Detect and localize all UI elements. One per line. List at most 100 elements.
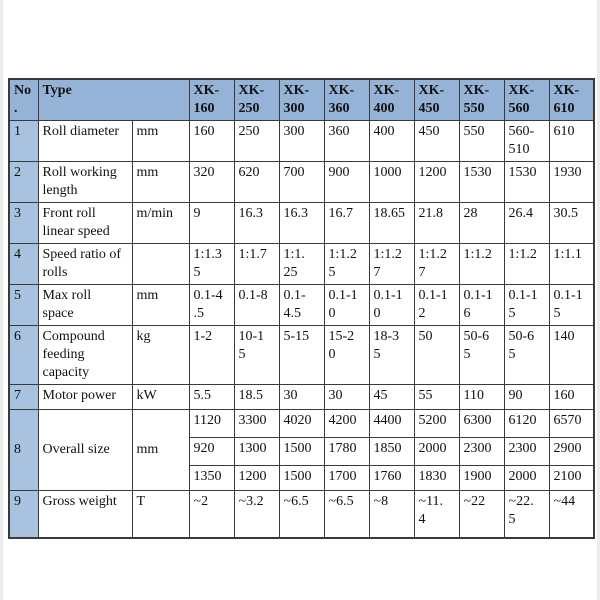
row-number-cell: 7 <box>8 384 39 410</box>
unit-cell: T <box>131 490 190 538</box>
value-cell: 1:1.2 <box>503 243 550 285</box>
value-cell: 1200 <box>233 465 280 491</box>
row-number-cell: 9 <box>8 490 39 538</box>
value-cell: 1:1.7 <box>233 243 280 285</box>
table-row: 5 Max roll space mm 0.1-4 .5 0.1-8 0.1- 4.5 0.… <box>8 284 595 326</box>
table-row: 3 Front roll linear speed m/min 9 16.3 16.3 16… <box>8 202 595 244</box>
row-number-cell: 5 <box>8 284 39 326</box>
row-number-cell: 2 <box>8 161 39 203</box>
value-cell: ~22. 5 <box>503 490 550 538</box>
row-number-cell: 4 <box>8 243 39 285</box>
value-cell: 16.7 <box>323 202 370 244</box>
value-cell: 18.5 <box>233 384 280 410</box>
table-row: 920 1300 1500 1780 1850 2000 2300 2300 2900 <box>9 437 595 466</box>
type-cell: Speed ratio of rolls <box>37 243 133 285</box>
value-cell: 0.1-1 0 <box>323 284 370 326</box>
unit-cell: kW <box>131 384 190 410</box>
unit-cell: mm <box>131 161 190 203</box>
header-model: XK-610 <box>548 78 595 121</box>
page-edge-right <box>597 0 600 600</box>
value-cell: 1500 <box>278 437 325 466</box>
value-cell: 10-1 5 <box>233 325 280 385</box>
value-cell: 920 <box>188 437 235 466</box>
value-cell: 5200 <box>413 409 460 438</box>
value-cell: 250 <box>233 120 280 162</box>
value-cell: 2000 <box>503 465 550 491</box>
value-cell: 620 <box>233 161 280 203</box>
value-cell: 110 <box>458 384 505 410</box>
value-cell: 300 <box>278 120 325 162</box>
spec-table: No. Type XK-160 XK-250 XK-300 XK-360 XK-400 XK-… <box>8 78 595 539</box>
header-no: No. <box>8 78 39 121</box>
value-cell: 320 <box>188 161 235 203</box>
table-header: No. Type XK-160 XK-250 XK-300 XK-360 XK-400 XK-… <box>8 78 595 121</box>
row-number-cell: 6 <box>8 325 39 385</box>
value-cell: 1350 <box>188 465 235 491</box>
value-cell: 0.1-1 6 <box>458 284 505 326</box>
table-row: 9 Gross weight T ~2 ~3.2 ~6.5 ~6.5 ~8 ~11. 4 ~22 ~… <box>8 490 595 538</box>
value-cell: 5-15 <box>278 325 325 385</box>
unit-cell: mm <box>131 120 190 162</box>
unit-cell <box>131 243 190 285</box>
value-cell: 360 <box>323 120 370 162</box>
value-cell: ~3.2 <box>233 490 280 538</box>
value-cell: 0.1-4 .5 <box>188 284 235 326</box>
value-cell: ~11. 4 <box>413 490 460 538</box>
value-cell: 0.1-1 0 <box>368 284 415 326</box>
value-cell: 4200 <box>323 409 370 438</box>
unit-cell: m/min <box>131 202 190 244</box>
value-cell: 1830 <box>413 465 460 491</box>
value-cell: 1530 <box>503 161 550 203</box>
value-cell: 2300 <box>503 437 550 466</box>
unit-cell: mm <box>131 284 190 326</box>
table-body: 1 Roll diameter mm 160 250 300 360 400 450 550 560… <box>8 120 595 538</box>
value-cell: 1:1.1 <box>548 243 595 285</box>
value-cell: ~6.5 <box>278 490 325 538</box>
table-row: No. Type XK-160 XK-250 XK-300 XK-360 XK-400 XK-… <box>8 78 595 121</box>
value-cell: 30 <box>323 384 370 410</box>
type-cell: Motor power <box>37 384 133 410</box>
value-cell: 55 <box>413 384 460 410</box>
value-cell: 4400 <box>368 409 415 438</box>
type-cell: Max roll space <box>37 284 133 326</box>
value-cell: 5.5 <box>188 384 235 410</box>
value-cell: 50 <box>413 325 460 385</box>
value-cell: 16.3 <box>233 202 280 244</box>
value-cell: 560- 510 <box>503 120 550 162</box>
value-cell: 1:1.2 5 <box>323 243 370 285</box>
value-cell: 550 <box>458 120 505 162</box>
value-cell: 6120 <box>503 409 550 438</box>
row-number-cell: 8 <box>8 409 39 491</box>
header-type: Type <box>37 78 190 121</box>
value-cell: 9 <box>188 202 235 244</box>
value-cell: 610 <box>548 120 595 162</box>
unit-cell: kg <box>131 325 190 385</box>
value-cell: 16.3 <box>278 202 325 244</box>
header-model: XK-400 <box>368 78 415 121</box>
type-cell: Overall size <box>37 409 133 491</box>
value-cell: 2100 <box>548 465 595 491</box>
header-model: XK-250 <box>233 78 280 121</box>
header-model: XK-560 <box>503 78 550 121</box>
value-cell: 1900 <box>458 465 505 491</box>
value-cell: 1:1.2 <box>458 243 505 285</box>
value-cell: 0.1-1 5 <box>503 284 550 326</box>
value-cell: 1:1.3 5 <box>188 243 235 285</box>
header-model: XK-450 <box>413 78 460 121</box>
header-model: XK-160 <box>188 78 235 121</box>
value-cell: 1530 <box>458 161 505 203</box>
value-cell: 1:1.2 7 <box>368 243 415 285</box>
table-row: 2 Roll working length mm 320 620 700 900 1000 12… <box>8 161 595 203</box>
type-cell: Roll diameter <box>37 120 133 162</box>
row-number-cell: 1 <box>8 120 39 162</box>
value-cell: 26.4 <box>503 202 550 244</box>
value-cell: 18.65 <box>368 202 415 244</box>
value-cell: 2300 <box>458 437 505 466</box>
value-cell: 2000 <box>413 437 460 466</box>
value-cell: 160 <box>188 120 235 162</box>
value-cell: 30.5 <box>548 202 595 244</box>
value-cell: 1120 <box>188 409 235 438</box>
value-cell: ~22 <box>458 490 505 538</box>
table-row: 6 Compound feeding capacity kg 1-2 10-1 5 5-1… <box>8 325 595 385</box>
value-cell: 1760 <box>368 465 415 491</box>
